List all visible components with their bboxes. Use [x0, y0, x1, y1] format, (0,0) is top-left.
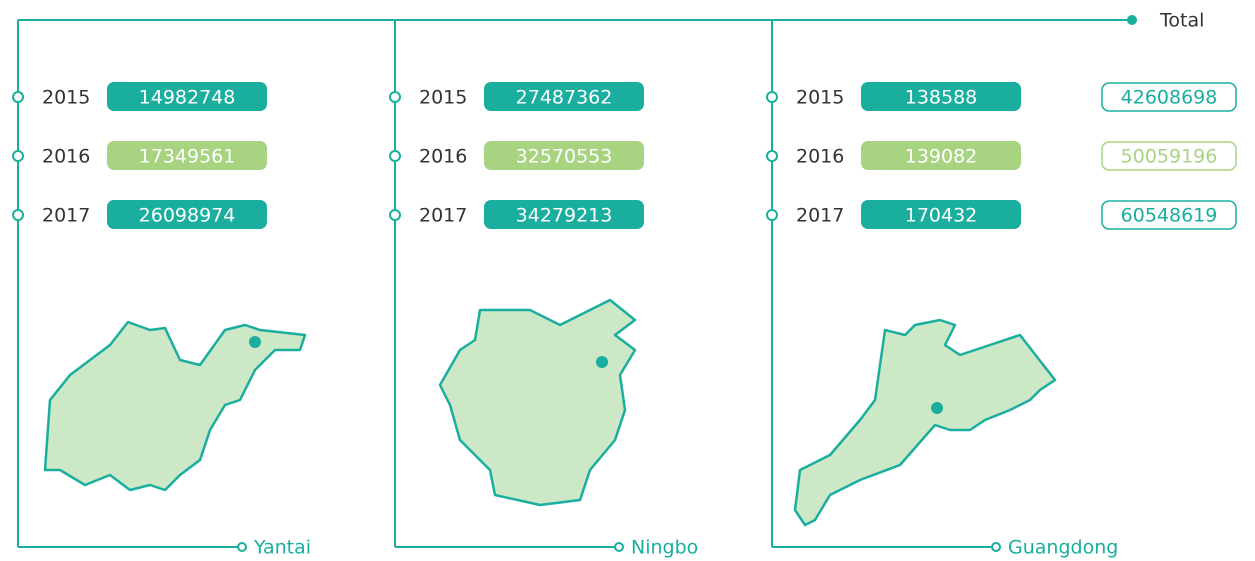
base-dot [237, 542, 247, 552]
year: 2015 [42, 87, 90, 109]
value: 26098974 [139, 205, 236, 227]
year: 2016 [42, 146, 90, 168]
value-pill [861, 82, 1021, 111]
row-dot [389, 209, 401, 221]
map-dot [931, 402, 943, 414]
value: 27487362 [516, 87, 613, 109]
value-pill [107, 141, 267, 170]
region-name: Ningbo [631, 537, 698, 559]
value: 34279213 [516, 205, 613, 227]
row-dot [12, 150, 24, 162]
total-value: 50059196 [1121, 146, 1218, 168]
total-pill [1101, 200, 1237, 230]
year: 2017 [796, 205, 844, 227]
row-dot [389, 150, 401, 162]
map-ningbo [438, 298, 637, 507]
map-guangdong [793, 318, 1057, 527]
row-dot [12, 209, 24, 221]
year: 2015 [796, 87, 844, 109]
year: 2016 [419, 146, 467, 168]
base-dot [991, 542, 1001, 552]
value-pill [861, 200, 1021, 229]
value: 17349561 [139, 146, 236, 168]
total-pill [1101, 82, 1237, 112]
value-pill [484, 141, 644, 170]
base-dot [614, 542, 624, 552]
value: 14982748 [139, 87, 236, 109]
row-dot [766, 209, 778, 221]
total-value: 42608698 [1121, 87, 1218, 109]
total-pill [1101, 141, 1237, 171]
year: 2015 [419, 87, 467, 109]
total-dot [1127, 15, 1137, 25]
value: 170432 [905, 205, 978, 227]
value-pill [484, 82, 644, 111]
total-label: Total [1159, 10, 1204, 32]
map-yantai [43, 320, 307, 492]
value: 32570553 [516, 146, 613, 168]
row-dot [12, 91, 24, 103]
region-name: Yantai [253, 537, 311, 559]
year: 2017 [419, 205, 467, 227]
value-pill [107, 200, 267, 229]
value-pill [484, 200, 644, 229]
value: 139082 [905, 146, 978, 168]
value-pill [107, 82, 267, 111]
year: 2016 [796, 146, 844, 168]
map-dot [249, 336, 261, 348]
total-value: 60548619 [1121, 205, 1218, 227]
row-dot [766, 91, 778, 103]
row-dot [389, 91, 401, 103]
value: 138588 [905, 87, 978, 109]
region-name: Guangdong [1008, 537, 1118, 559]
value-pill [861, 141, 1021, 170]
map-dot [596, 356, 608, 368]
row-dot [766, 150, 778, 162]
year: 2017 [42, 205, 90, 227]
